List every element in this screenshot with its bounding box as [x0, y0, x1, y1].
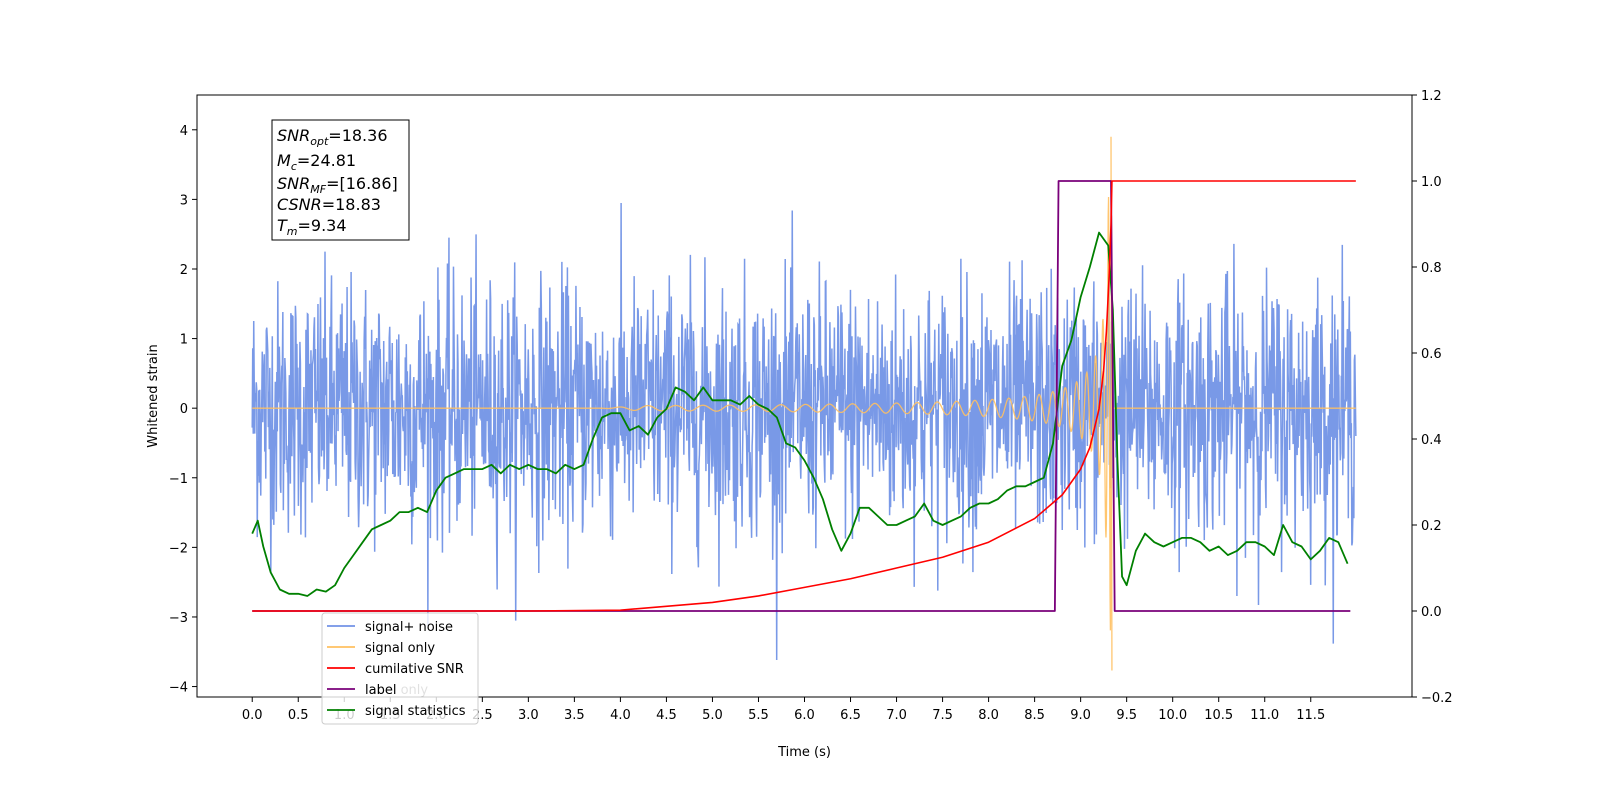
- x-tick-label: 5.0: [702, 708, 723, 723]
- y2-tick-label: −0.2: [1421, 691, 1453, 706]
- cumulative-snr-series: [252, 180, 1356, 612]
- signal-noise-line: [251, 203, 1357, 661]
- x-tick-label: 5.5: [748, 708, 769, 723]
- y-tick-label: 1: [180, 333, 188, 348]
- legend-label: signal+ noise: [365, 620, 453, 635]
- x-tick-label: 4.5: [656, 708, 677, 723]
- y-tick-label: −4: [169, 681, 188, 696]
- x-tick-label: 9.5: [1116, 708, 1137, 723]
- y2-tick-label: 0.0: [1421, 605, 1442, 620]
- x-tick-label: 8.5: [1024, 708, 1045, 723]
- x-tick-label: 4.0: [610, 708, 631, 723]
- y-tick-label: 0: [180, 402, 188, 417]
- signal-noise-series: [251, 203, 1357, 661]
- y-axis-label: Whitened strain: [146, 344, 161, 447]
- x-tick-label: 7.5: [932, 708, 953, 723]
- label-series: [252, 180, 1351, 612]
- snr-annotation-box: SNRopt=18.36 Mc=24.81SNRMF=[16.86]CSNR=18…: [271, 119, 410, 241]
- legend: label only signal+ noise signal only cumila…: [321, 612, 479, 725]
- x-tick-label: 3.0: [518, 708, 539, 723]
- annotation-box-frame: [271, 119, 410, 241]
- x-tick-label: 10.5: [1204, 708, 1233, 723]
- x-tick-label: 6.0: [794, 708, 815, 723]
- annotation-line: CSNR=18.83: [277, 195, 381, 214]
- legend-label: label: [365, 683, 396, 698]
- y2-tick-label: 1.0: [1421, 175, 1442, 190]
- x-tick-label: 9.0: [1070, 708, 1091, 723]
- x-tick-label: 11.0: [1250, 708, 1279, 723]
- y2-tick-label: 0.8: [1421, 261, 1442, 276]
- legend-box: [321, 612, 479, 725]
- y-axis-ticks: 4 3 2 1 0 −1 −2 −3 −4: [169, 124, 197, 696]
- y-tick-label: −1: [169, 472, 188, 487]
- signal-statistics-line: [251, 231, 1349, 597]
- y2-tick-label: 0.4: [1421, 433, 1442, 448]
- y-tick-label: 3: [180, 193, 188, 208]
- x-tick-label: 0.5: [288, 708, 309, 723]
- legend-ghost-text: label only: [365, 683, 428, 698]
- legend-label: signal statistics: [365, 704, 466, 719]
- x-tick-label: 3.5: [564, 708, 585, 723]
- y2-tick-label: 0.6: [1421, 347, 1442, 362]
- cumulative-snr-line: [252, 180, 1356, 612]
- x-tick-label: 10.0: [1158, 708, 1187, 723]
- signal-statistics-series: [251, 231, 1349, 597]
- x-tick-label: 6.5: [840, 708, 861, 723]
- y-tick-label: −3: [169, 611, 188, 626]
- x-tick-label: 7.0: [886, 708, 907, 723]
- y-tick-label: 4: [180, 124, 188, 139]
- annotation-line: SNRMF=[16.86]: [277, 174, 398, 196]
- x-axis-label: Time (s): [777, 745, 831, 760]
- x-tick-label: 11.5: [1296, 708, 1325, 723]
- x-tick-label: 8.0: [978, 708, 999, 723]
- y2-tick-label: 1.2: [1421, 89, 1442, 104]
- y2-tick-label: 0.2: [1421, 519, 1442, 534]
- legend-label: cumilative SNR: [365, 662, 464, 677]
- y-tick-label: 2: [180, 263, 188, 278]
- annotation-line: SNRopt=18.36: [277, 126, 388, 148]
- y2-axis-ticks: 1.2 1.0 0.8 0.6 0.4 0.2 0.0 −0.2: [1412, 89, 1453, 706]
- y-tick-label: −2: [169, 541, 188, 556]
- x-tick-label: 0.0: [242, 708, 263, 723]
- annotation-line: Mc=24.81: [277, 151, 356, 173]
- label-line: [252, 180, 1351, 612]
- annotation-line: Tm=9.34: [277, 216, 347, 238]
- legend-label: signal only: [365, 641, 435, 656]
